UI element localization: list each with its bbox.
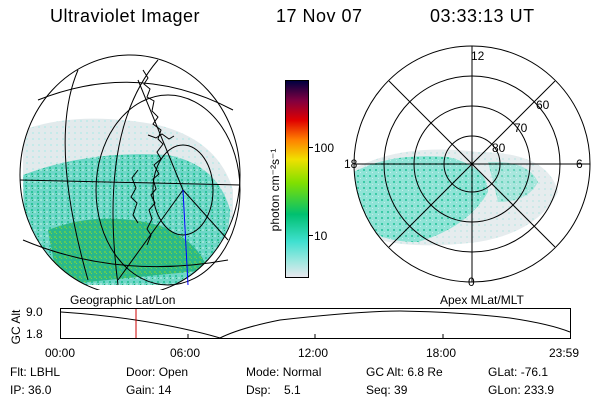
date-label: 17 Nov 07 [276,6,363,26]
uv-emission-bright [48,218,208,285]
info-mode: Mode: Normal [246,365,322,379]
colorbar-unit-label: photon cm⁻²s⁻¹ [268,148,282,232]
colorbar [285,80,309,278]
ground-track [182,189,189,286]
alt-ytick-high: 9.0 [26,305,43,319]
mlat-label-60: 60 [536,98,550,112]
colorbar-tick-10: 10 [314,229,328,243]
apex-polar-map: 12 6 0 18 60 70 80 [344,45,591,289]
info-seq: Seq: 39 [366,383,408,397]
coastline [130,69,175,246]
info-glon: GLon: 233.9 [488,383,555,397]
apex-emission-region [354,156,488,242]
geo-panel-label: Geographic Lat/Lon [70,293,176,307]
altitude-curve [60,310,571,339]
time-label: 03:33:13 UT [430,6,535,26]
info-flt: Flt: LBHL [10,365,61,379]
apex-panel-label: Apex MLat/MLT [440,293,524,307]
alt-xtick-2359: 23:59 [549,346,580,360]
mlat-label-80: 80 [492,141,506,155]
mlt-label-6: 6 [576,157,583,171]
info-dsp: Dsp: 5.1 [246,383,301,397]
alt-xtick-1200: 12:00 [298,346,329,360]
info-ip: IP: 36.0 [10,383,52,397]
altitude-strip-plot [60,308,571,339]
alt-ytick-low: 1.8 [26,327,43,341]
instrument-title: Ultraviolet Imager [50,6,201,26]
mlt-label-12: 12 [471,49,485,63]
mlt-label-18: 18 [344,157,358,171]
alt-xtick-0000: 00:00 [45,346,76,360]
geographic-map [19,54,241,290]
mlat-label-70: 70 [514,121,528,135]
colorbar-tick-100: 100 [314,141,335,155]
info-door: Door: Open [126,365,189,379]
alt-ylabel: GC Alt [9,309,23,345]
mlt-label-0: 0 [468,275,475,289]
info-gcalt: GC Alt: 6.8 Re [366,365,443,379]
alt-xtick-0600: 06:00 [170,346,201,360]
info-gain: Gain: 14 [126,383,172,397]
alt-xtick-1800: 18:00 [426,346,457,360]
geo-limb [19,54,241,290]
info-glat: GLat: -76.1 [488,365,549,379]
